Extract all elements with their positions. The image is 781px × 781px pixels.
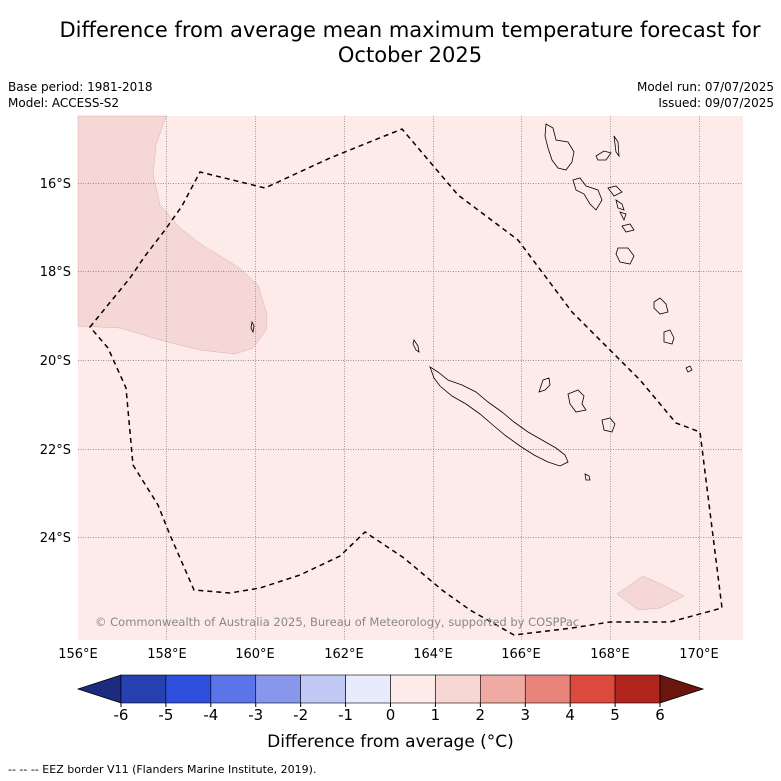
- y-tick-20s: 20°S: [40, 354, 71, 369]
- title-line-2: October 2025: [337, 43, 483, 67]
- colorbar: [76, 674, 705, 704]
- eez-legend-note: -- -- -- EEZ border V11 (Flanders Marine…: [8, 763, 317, 776]
- colorbar-bin: [120, 674, 167, 704]
- lifou: [567, 389, 587, 413]
- colorbar-tick-label: -6: [114, 706, 129, 724]
- aneityum: [653, 297, 669, 315]
- ile-des-pins: [584, 473, 591, 481]
- colorbar-tick-label: 6: [655, 706, 665, 724]
- issued-date: Issued: 09/07/2025: [658, 96, 774, 110]
- colorbar-bin: [345, 674, 391, 704]
- efate: [615, 199, 625, 211]
- x-tick-158: 158°E: [147, 647, 187, 662]
- epi: [607, 185, 623, 197]
- warm-region-southeast: [616, 575, 685, 611]
- colorbar-tick-label: 2: [476, 706, 486, 724]
- x-tick-156: 156°E: [58, 647, 98, 662]
- colorbar-extend-high: [659, 674, 705, 704]
- y-tick-18s: 18°S: [40, 265, 71, 280]
- colorbar-tick-label: 4: [565, 706, 575, 724]
- malakula: [572, 177, 603, 211]
- chesterfield: [250, 320, 255, 334]
- x-tick-166: 166°E: [501, 647, 541, 662]
- x-tick-170: 170°E: [679, 647, 719, 662]
- meta-right: Model run: 07/07/2025 Issued: 09/07/2025: [637, 79, 774, 111]
- colorbar-tick-label: 3: [520, 706, 530, 724]
- copyright-text: © Commonwealth of Australia 2025, Bureau…: [95, 615, 579, 629]
- shepherds: [619, 211, 627, 222]
- colorbar-tick-label: -3: [248, 706, 263, 724]
- erromango: [621, 223, 635, 233]
- colorbar-title: Difference from average (°C): [267, 732, 514, 752]
- colorbar-bin: [480, 674, 526, 704]
- map-area: [78, 116, 743, 640]
- model-run: Model run: 07/07/2025: [636, 80, 774, 94]
- colorbar-bin: [255, 674, 301, 704]
- y-tick-24s: 24°S: [40, 531, 71, 546]
- colorbar-bin: [569, 674, 616, 704]
- colorbar-tick-label: -4: [203, 706, 218, 724]
- new-caledonia-grande-terre: [429, 366, 569, 467]
- colorbar-tick-label: -2: [293, 706, 308, 724]
- colorbar-bin: [524, 674, 571, 704]
- espiritu-santo: [544, 123, 575, 171]
- colorbar-bin: [435, 674, 481, 704]
- tanna: [615, 247, 635, 265]
- map-title: Difference from average mean maximum tem…: [30, 18, 781, 68]
- colorbar-tick-label: 1: [431, 706, 441, 724]
- colorbar-bin: [614, 674, 661, 704]
- warm-region-west: [77, 115, 268, 355]
- colorbar-tick-label: -5: [158, 706, 173, 724]
- y-axis-labels: 16°S 18°S 20°S 22°S 24°S: [40, 177, 71, 546]
- title-line-1: Difference from average mean maximum tem…: [59, 18, 761, 42]
- small-island-a: [663, 329, 675, 345]
- small-island-b: [685, 365, 693, 373]
- belep-islands: [412, 339, 420, 353]
- x-tick-160: 160°E: [235, 647, 275, 662]
- colorbar-ticks: -6 -5 -4 -3 -2 -1 0 1 2 3 4 5 6: [114, 703, 665, 724]
- colorbar-bin: [165, 674, 212, 704]
- colorbar-extend-low: [76, 674, 122, 704]
- colorbar-tick-label: 0: [386, 706, 396, 724]
- colorbar-bin: [300, 674, 346, 704]
- coastlines: [250, 123, 693, 481]
- meta-left: Base period: 1981-2018 Model: ACCESS-S2: [8, 79, 153, 111]
- y-tick-22s: 22°S: [40, 443, 71, 458]
- x-tick-168: 168°E: [590, 647, 630, 662]
- colorbar-tick-label: -1: [338, 706, 353, 724]
- grid: [78, 116, 743, 640]
- colorbar-bin: [390, 674, 436, 704]
- base-period: Base period: 1981-2018: [8, 80, 153, 94]
- model-name: Model: ACCESS-S2: [8, 96, 120, 110]
- mare: [601, 417, 616, 433]
- ambae: [595, 150, 612, 161]
- y-tick-16s: 16°S: [40, 177, 71, 192]
- colorbar-tick-label: 5: [610, 706, 620, 724]
- ouvea: [538, 377, 551, 393]
- colorbar-bin: [210, 674, 257, 704]
- x-tick-162: 162°E: [324, 647, 364, 662]
- x-tick-164: 164°E: [413, 647, 453, 662]
- maewo-pentecost: [613, 135, 620, 158]
- x-axis-labels: 156°E 158°E 160°E 162°E 164°E 166°E 168°…: [58, 647, 719, 662]
- eez-border: [89, 128, 723, 636]
